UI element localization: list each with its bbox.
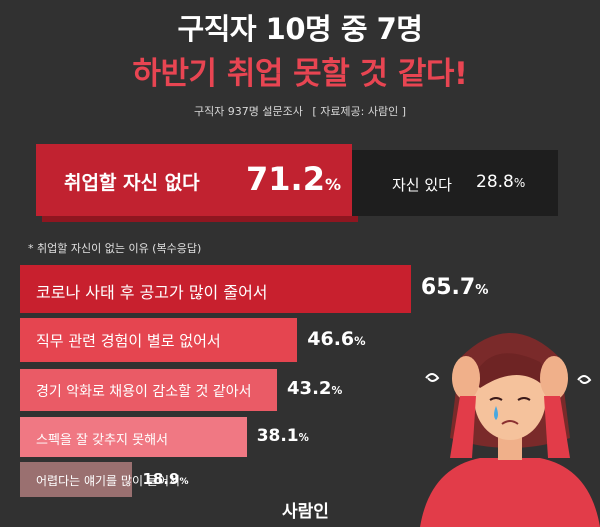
reason-bar-value: 43.2% [287, 378, 343, 400]
worried-person-illustration [420, 333, 600, 527]
reason-bar-label: 경기 악화로 채용이 감소할 것 같아서 [36, 383, 252, 400]
source-note: [ 자료제공: 사람인 ] [312, 105, 407, 118]
reason-bar-value: 46.6% [307, 327, 366, 350]
title-line1: 구직자 10명 중 7명 [177, 12, 423, 46]
title-line2: 하반기 취업 못할 것 같다! [132, 56, 468, 92]
reason-bar-value: 38.1% [256, 425, 309, 446]
no-confidence-label: 취업할 자신 없다 [64, 172, 200, 194]
reason-bar-label: 직무 관련 경험이 별로 없어서 [36, 332, 221, 351]
reason-bar-label: 코로나 사태 후 공고가 많이 줄어서 [36, 282, 268, 302]
confident-value: 28.8% [476, 172, 526, 192]
reason-bar [20, 318, 298, 362]
reason-bar-label: 스펙을 잘 갖추지 못해서 [36, 432, 168, 448]
reasons-title: * 취업할 자신이 없는 이유 (복수응답) [28, 242, 202, 255]
reason-bar-label: 어렵다는 얘기를 많이 들어서 [36, 473, 180, 488]
subtitle: 구직자 937명 설문조사 [ 자료제공: 사람인 ] [0, 103, 600, 119]
reason-bar [20, 417, 247, 457]
reason-bar-value: 18.9% [142, 469, 189, 488]
split-bar-confident [352, 150, 558, 216]
no-confidence-value: 71.2% [246, 160, 341, 198]
survey-note: 구직자 937명 설문조사 [193, 105, 303, 118]
reason-bar-value: 65.7% [420, 274, 489, 300]
split-bar-no-confidence [36, 144, 352, 216]
reason-bar [20, 462, 133, 497]
brand-logo: 사람인 [282, 502, 329, 522]
reason-bar [20, 369, 278, 411]
confident-label: 자신 있다 [392, 176, 452, 194]
reason-bar [20, 265, 411, 313]
